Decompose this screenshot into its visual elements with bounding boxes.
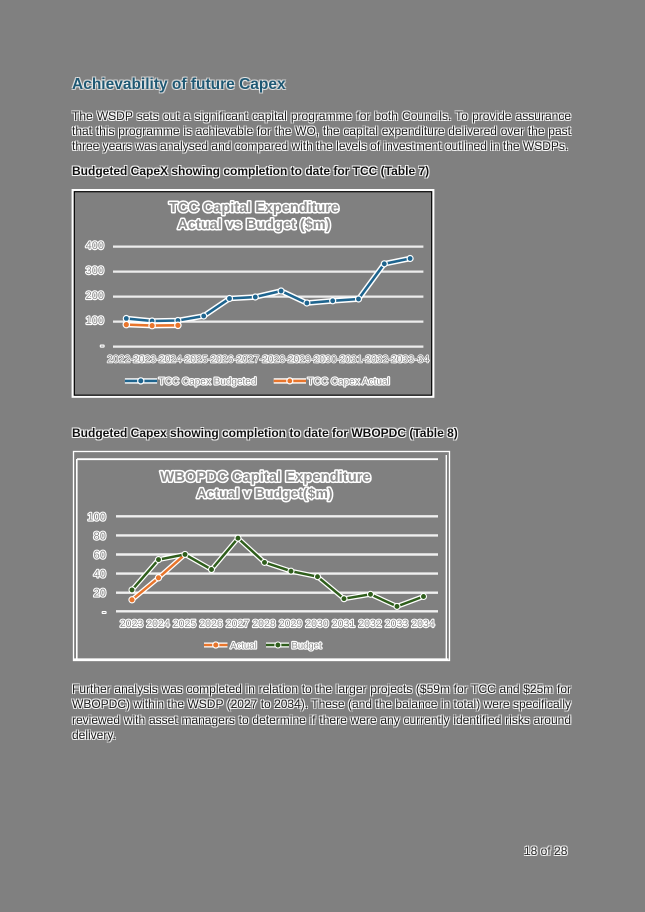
svg-text:2033-34: 2033-34 — [391, 354, 430, 366]
svg-text:WBOPDC Capital Expenditure: WBOPDC Capital Expenditure — [160, 470, 370, 486]
svg-text:2030: 2030 — [305, 618, 329, 630]
svg-text:40: 40 — [94, 569, 106, 581]
svg-text:2024-25: 2024-25 — [159, 354, 198, 366]
svg-text:Actual vs Budget ($m): Actual vs Budget ($m) — [177, 217, 330, 233]
svg-text:2027-28: 2027-28 — [236, 354, 275, 366]
svg-text:2030-31: 2030-31 — [313, 354, 352, 366]
svg-text:Actual v Budget($m): Actual v Budget($m) — [196, 485, 332, 501]
svg-text:2033: 2033 — [385, 618, 409, 630]
svg-text:2026: 2026 — [199, 618, 223, 630]
svg-text:2028: 2028 — [252, 618, 276, 630]
svg-text:Actual: Actual — [230, 641, 256, 652]
svg-text:300: 300 — [86, 265, 104, 277]
svg-text:2025: 2025 — [173, 618, 197, 630]
svg-text:TCC Capex Actual: TCC Capex Actual — [308, 377, 390, 388]
svg-text:2034: 2034 — [411, 618, 435, 630]
svg-text:TCC Capex Budgeted: TCC Capex Budgeted — [159, 377, 257, 388]
svg-text:2026-27: 2026-27 — [210, 354, 249, 366]
svg-text:2031-32: 2031-32 — [339, 354, 378, 366]
svg-text:2031: 2031 — [332, 618, 356, 630]
svg-text:2029: 2029 — [279, 618, 303, 630]
svg-text:2029-30: 2029-30 — [288, 354, 327, 366]
svg-text:2023-24: 2023-24 — [133, 354, 172, 366]
svg-text:2025-26: 2025-26 — [184, 354, 223, 366]
svg-text:-: - — [102, 606, 106, 618]
svg-text:200: 200 — [86, 290, 104, 302]
svg-text:2023: 2023 — [120, 618, 144, 630]
svg-text:80: 80 — [94, 530, 106, 542]
svg-text:TCC Capital Expenditure: TCC Capital Expenditure — [169, 200, 339, 216]
svg-text:2024: 2024 — [146, 618, 170, 630]
svg-text:2032: 2032 — [358, 618, 382, 630]
svg-text:100: 100 — [86, 315, 104, 327]
svg-text:60: 60 — [94, 550, 106, 562]
svg-text:20: 20 — [94, 588, 106, 600]
svg-text:400: 400 — [86, 240, 104, 252]
svg-text:2032-33: 2032-33 — [365, 354, 404, 366]
svg-text:Budget: Budget — [292, 641, 322, 652]
svg-text:2027: 2027 — [226, 618, 250, 630]
svg-text:-: - — [100, 340, 104, 352]
svg-text:2028-29: 2028-29 — [262, 354, 301, 366]
svg-text:100: 100 — [87, 511, 106, 523]
svg-text:2022-23: 2022-23 — [107, 354, 146, 366]
